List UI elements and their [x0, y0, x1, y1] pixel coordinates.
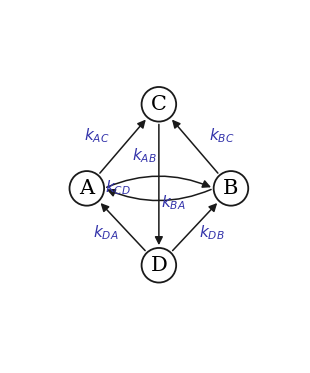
Text: $k_{CD}$: $k_{CD}$	[105, 178, 131, 197]
Text: C: C	[151, 95, 167, 114]
Text: $k_{AC}$: $k_{AC}$	[84, 126, 109, 145]
Text: D: D	[150, 256, 167, 275]
Text: $k_{DA}$: $k_{DA}$	[93, 223, 119, 242]
Text: $k_{BA}$: $k_{BA}$	[161, 194, 186, 212]
Circle shape	[214, 171, 248, 206]
Circle shape	[69, 171, 104, 206]
Text: A: A	[79, 179, 94, 198]
Text: $k_{DB}$: $k_{DB}$	[199, 223, 224, 242]
Text: $k_{BC}$: $k_{BC}$	[209, 126, 234, 145]
Circle shape	[142, 248, 176, 282]
Circle shape	[142, 87, 176, 122]
Text: B: B	[223, 179, 239, 198]
Text: $k_{AB}$: $k_{AB}$	[132, 147, 157, 165]
